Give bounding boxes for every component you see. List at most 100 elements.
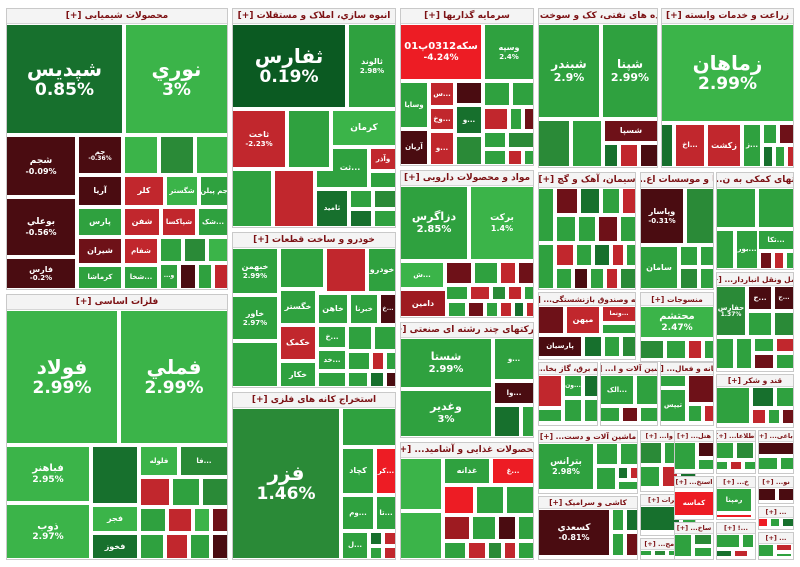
stock-tile[interactable] — [764, 125, 776, 143]
stock-tile[interactable] — [699, 443, 713, 456]
stock-tile[interactable] — [181, 265, 195, 288]
stock-tile[interactable]: ...ل — [343, 533, 367, 558]
sector-header-sakh-group[interactable]: ساخ... [+] — [675, 523, 713, 534]
stock-tile[interactable]: فلوله — [141, 447, 177, 475]
stock-tile[interactable] — [717, 189, 755, 227]
stock-tile[interactable] — [385, 548, 395, 558]
stock-tile[interactable] — [539, 307, 563, 333]
stock-tile[interactable] — [585, 400, 597, 421]
stock-tile[interactable] — [507, 487, 533, 513]
stock-tile[interactable] — [777, 339, 793, 351]
sector-header-other-mining[interactable]: استخ... [+] — [675, 477, 713, 488]
stock-tile[interactable] — [445, 517, 469, 539]
stock-tile[interactable]: شجم -0.09% — [7, 137, 75, 195]
stock-tile[interactable]: وسپه 2.4% — [485, 25, 533, 79]
stock-tile[interactable] — [637, 376, 657, 404]
stock-tile[interactable]: ...ش — [401, 263, 443, 287]
stock-tile[interactable]: زماهان 2.99% — [662, 25, 793, 121]
stock-tile[interactable] — [485, 151, 505, 164]
stock-tile[interactable] — [495, 407, 519, 436]
stock-tile[interactable] — [759, 443, 793, 454]
stock-tile[interactable]: فباهنر 2.95% — [7, 447, 89, 501]
stock-tile[interactable] — [485, 109, 507, 129]
stock-tile[interactable]: شپاکسا — [163, 209, 195, 235]
stock-tile[interactable] — [565, 400, 581, 421]
stock-tile[interactable] — [613, 534, 623, 555]
stock-tile[interactable]: ...و — [431, 133, 453, 164]
stock-tile[interactable]: حفارس 1.37% — [717, 287, 745, 335]
stock-tile[interactable] — [769, 410, 779, 423]
stock-tile[interactable] — [603, 325, 635, 333]
stock-tile[interactable] — [775, 313, 793, 335]
stock-tile[interactable] — [281, 249, 323, 287]
stock-tile[interactable] — [485, 83, 509, 105]
stock-tile[interactable] — [737, 443, 753, 458]
stock-tile[interactable] — [457, 83, 481, 103]
sector-header-agriculture[interactable]: زراعت و خدمات وابسته [+] — [662, 9, 793, 24]
stock-tile[interactable] — [735, 551, 747, 556]
stock-tile[interactable] — [375, 211, 395, 226]
sector-header-machinery-equipment[interactable]: ماشین آلات و دست... [+] — [539, 431, 637, 443]
stock-tile[interactable]: ذوب 2.97% — [7, 505, 89, 558]
stock-tile[interactable] — [197, 137, 227, 173]
stock-tile[interactable] — [777, 545, 791, 550]
stock-tile[interactable] — [539, 121, 569, 166]
stock-tile[interactable] — [447, 263, 471, 283]
sector-header-metal-ores[interactable]: استخراج کانه های فلزی [+] — [233, 393, 395, 408]
stock-tile[interactable] — [525, 287, 533, 299]
stock-tile[interactable] — [661, 376, 685, 386]
sector-header-base-metals[interactable]: فلزات اساسی [+] — [7, 295, 227, 310]
sector-header-leather[interactable]: دباغی... [+] — [759, 431, 793, 442]
sector-header-machinery-apparatus[interactable]: ماشین آلات و ا... [+] — [601, 363, 657, 375]
stock-tile[interactable] — [475, 263, 497, 283]
stock-tile[interactable]: ...س — [431, 83, 453, 105]
stock-tile[interactable] — [527, 303, 533, 316]
stock-tile[interactable]: خگستر — [281, 291, 315, 323]
stock-tile[interactable] — [447, 287, 467, 299]
stock-tile[interactable] — [573, 121, 601, 166]
sector-header-banks[interactable]: بانکها و موسسات اع... [+] — [641, 173, 713, 188]
stock-tile[interactable] — [501, 263, 515, 283]
stock-tile[interactable] — [401, 513, 441, 558]
stock-tile[interactable]: شستا 2.99% — [401, 339, 491, 387]
stock-tile[interactable] — [689, 406, 701, 421]
stock-tile[interactable] — [787, 253, 793, 268]
stock-tile[interactable] — [457, 137, 481, 164]
stock-tile[interactable]: جم پیلن — [201, 177, 227, 205]
stock-tile[interactable] — [776, 147, 784, 166]
stock-tile[interactable] — [525, 109, 533, 129]
stock-tile[interactable] — [343, 409, 395, 445]
stock-tile[interactable] — [783, 519, 793, 526]
sector-header-food-beverage[interactable]: محصولات غذایی و آشامید... [+] — [401, 443, 533, 458]
stock-tile[interactable] — [477, 487, 503, 513]
stock-tile[interactable] — [641, 145, 657, 166]
stock-tile[interactable] — [349, 353, 369, 369]
stock-tile[interactable] — [783, 410, 793, 423]
stock-tile[interactable] — [579, 217, 595, 241]
stock-tile[interactable] — [701, 269, 713, 288]
stock-tile[interactable] — [581, 189, 599, 213]
stock-tile[interactable]: شفام — [125, 239, 157, 263]
sector-header-cement[interactable]: سیمان، آهک و گچ [+] — [539, 173, 635, 188]
stock-tile[interactable] — [717, 462, 727, 469]
sector-header-automotive[interactable]: خودرو و ساخت قطعات [+] — [233, 233, 395, 248]
stock-tile[interactable] — [371, 373, 383, 386]
stock-tile[interactable] — [701, 247, 713, 265]
sector-header-other-financial[interactable]: سایر وا... [+] — [641, 431, 695, 442]
sector-header-oil-products[interactable]: فراورده های نفتی، کک و سوخت... [+] — [539, 9, 657, 24]
stock-tile[interactable]: شگستر — [167, 177, 197, 205]
stock-tile[interactable] — [469, 543, 485, 558]
stock-tile[interactable] — [511, 109, 521, 129]
stock-tile[interactable] — [745, 462, 755, 469]
stock-tile[interactable]: زکشت — [708, 125, 740, 166]
stock-tile[interactable]: خاهن — [319, 295, 347, 323]
stock-tile[interactable]: شپدیس 0.85% — [7, 25, 122, 133]
stock-tile[interactable] — [764, 147, 772, 166]
stock-tile[interactable] — [755, 355, 773, 368]
stock-tile[interactable] — [717, 551, 731, 556]
stock-tile[interactable] — [233, 171, 271, 226]
stock-tile[interactable]: شسپا — [605, 121, 657, 141]
stock-tile[interactable]: آریان — [401, 131, 427, 164]
sector-header-pharma[interactable]: مواد و محصولات دارویی [+] — [401, 171, 533, 186]
stock-tile[interactable]: کلر — [125, 177, 163, 205]
